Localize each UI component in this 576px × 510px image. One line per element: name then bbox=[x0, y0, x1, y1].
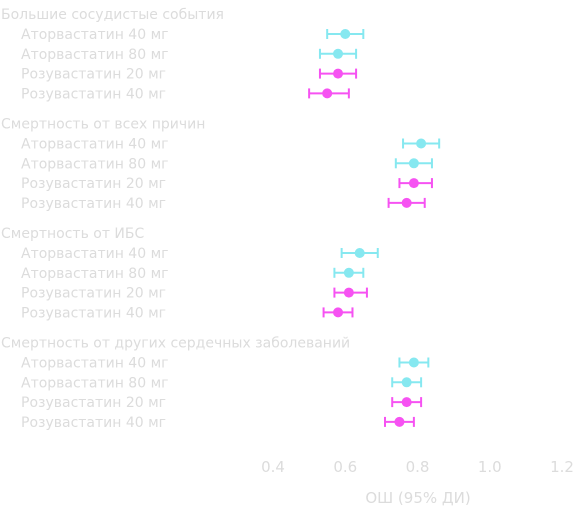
row-label: Аторвастатин 80 мг bbox=[21, 47, 169, 63]
x-tick-label: 1.0 bbox=[478, 458, 502, 476]
point-estimate bbox=[401, 397, 412, 408]
estimate-row: Аторвастатин 80 мг bbox=[21, 156, 433, 172]
point-estimate bbox=[333, 48, 344, 59]
outcome-group: Большие сосудистые события Аторвастатин 4… bbox=[1, 7, 365, 102]
row-label: Розувастатин 40 мг bbox=[21, 86, 166, 102]
estimate-row: Аторвастатин 80 мг bbox=[21, 375, 423, 391]
outcome-group: Смертность от других сердечных заболеван… bbox=[1, 336, 430, 431]
row-label: Аторвастатин 40 мг bbox=[21, 246, 169, 262]
outcome-group: Смертность от ИБС Аторвастатин 40 мг Аторв… bbox=[1, 226, 379, 321]
estimate-row: Розувастатин 20 мг bbox=[21, 67, 358, 83]
row-label: Розувастатин 20 мг bbox=[21, 67, 166, 83]
point-estimate bbox=[401, 197, 412, 208]
estimate-row: Розувастатин 40 мг bbox=[21, 196, 426, 212]
x-tick-label: 0.6 bbox=[333, 458, 357, 476]
point-estimate bbox=[343, 287, 354, 298]
estimate-row: Розувастатин 40 мг bbox=[21, 86, 350, 102]
estimate-row: Аторвастатин 80 мг bbox=[21, 266, 365, 282]
row-label: Розувастатин 40 мг bbox=[21, 415, 166, 431]
row-label: Аторвастатин 80 мг bbox=[21, 156, 169, 172]
row-label: Аторвастатин 40 мг bbox=[21, 27, 169, 43]
group-title: Смертность от ИБС bbox=[1, 226, 145, 242]
group-title: Большие сосудистые события bbox=[1, 7, 224, 23]
group-title: Смертность от других сердечных заболеван… bbox=[1, 336, 350, 352]
row-label: Аторвастатин 40 мг bbox=[21, 356, 169, 372]
point-estimate bbox=[408, 158, 419, 169]
point-estimate bbox=[401, 377, 412, 388]
point-estimate bbox=[416, 138, 427, 149]
point-estimate bbox=[354, 248, 365, 258]
row-label: Розувастатин 40 мг bbox=[21, 305, 166, 321]
row-label: Розувастатин 20 мг bbox=[21, 286, 166, 302]
point-estimate bbox=[333, 307, 344, 318]
estimate-row: Аторвастатин 40 мг bbox=[21, 246, 379, 262]
estimate-row: Розувастатин 40 мг bbox=[21, 415, 415, 431]
point-estimate bbox=[322, 88, 333, 99]
row-label: Розувастатин 20 мг bbox=[21, 395, 166, 411]
point-estimate bbox=[394, 416, 405, 427]
row-label: Аторвастатин 80 мг bbox=[21, 266, 169, 282]
row-label: Розувастатин 40 мг bbox=[21, 196, 166, 212]
row-label: Аторвастатин 40 мг bbox=[21, 137, 169, 153]
point-estimate bbox=[333, 68, 344, 79]
x-axis: 0.4 0.6 0.8 1.0 1.2 bbox=[261, 458, 574, 476]
group-title: Смертность от всех причин bbox=[1, 117, 205, 133]
row-label: Розувастатин 20 мг bbox=[21, 176, 166, 192]
x-tick-label: 0.8 bbox=[406, 458, 430, 476]
x-tick-label: 0.4 bbox=[261, 458, 285, 476]
row-label: Аторвастатин 80 мг bbox=[21, 375, 169, 391]
x-tick-label: 1.2 bbox=[550, 458, 574, 476]
x-axis-label: ОШ (95% ДИ) bbox=[365, 489, 470, 507]
estimate-row: Розувастатин 20 мг bbox=[21, 286, 368, 302]
point-estimate bbox=[408, 178, 419, 189]
point-estimate bbox=[408, 357, 419, 368]
estimate-row: Аторвастатин 40 мг bbox=[21, 356, 430, 372]
outcome-group: Смертность от всех причин Аторвастатин 40… bbox=[1, 117, 441, 212]
point-estimate bbox=[340, 29, 351, 39]
estimate-row: Розувастатин 40 мг bbox=[21, 305, 354, 321]
estimate-row: Аторвастатин 40 мг bbox=[21, 137, 441, 153]
point-estimate bbox=[343, 267, 354, 278]
estimate-row: Розувастатин 20 мг bbox=[21, 395, 423, 411]
estimate-row: Аторвастатин 40 мг bbox=[21, 27, 365, 43]
rows-layer: Большие сосудистые события Аторвастатин 4… bbox=[1, 7, 441, 431]
estimate-row: Аторвастатин 80 мг bbox=[21, 47, 358, 63]
estimate-row: Розувастатин 20 мг bbox=[21, 176, 433, 192]
